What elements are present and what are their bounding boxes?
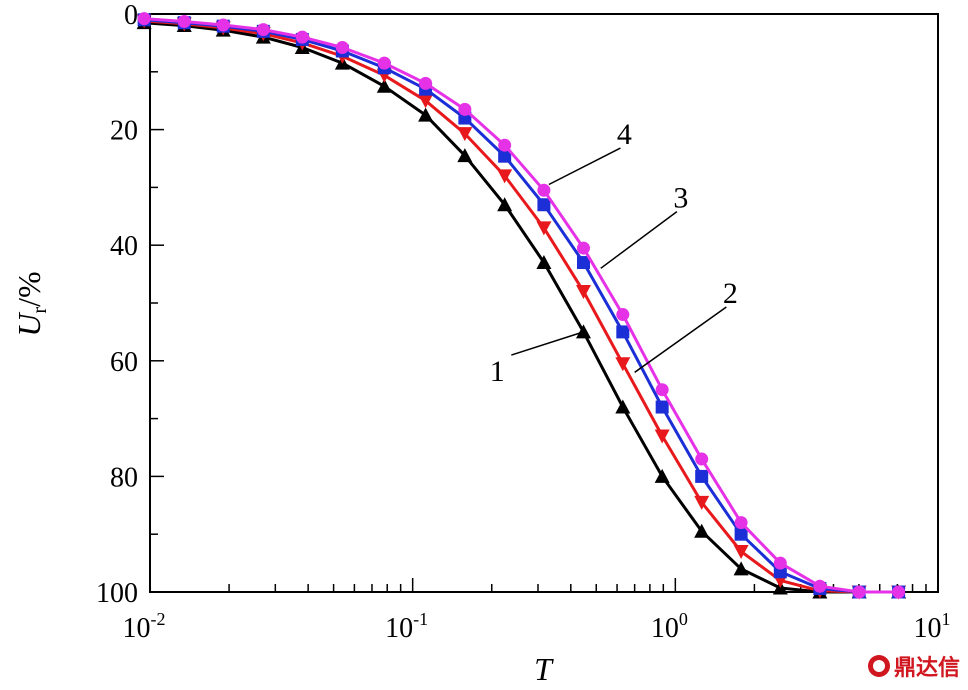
y-tick-label: 20 <box>110 116 138 147</box>
series-line <box>143 18 899 594</box>
data-point <box>734 527 748 541</box>
plot-frame <box>149 13 939 593</box>
data-point <box>537 183 551 197</box>
y-axis: 0 20 40 60 80 100 <box>96 0 164 609</box>
y-tick-label: 60 <box>110 347 138 378</box>
data-point <box>576 241 590 255</box>
series-layer <box>136 12 907 600</box>
data-point <box>537 198 551 212</box>
y-tick-label: 80 <box>110 462 138 493</box>
data-point <box>654 429 670 444</box>
data-point <box>458 102 472 116</box>
watermark-logo-icon <box>867 655 890 677</box>
data-point <box>536 221 552 236</box>
data-point <box>498 149 512 163</box>
x-axis: 10-2 10-1 100 101 <box>123 578 951 644</box>
data-point <box>457 127 473 142</box>
annotations: 1 2 3 4 <box>490 118 738 388</box>
data-point <box>418 94 434 109</box>
y-axis-title: Ur/% <box>11 271 51 336</box>
y-axis-title-tail: /% <box>11 271 47 307</box>
data-point <box>773 556 787 570</box>
data-point <box>419 76 433 90</box>
curve-label: 2 <box>723 277 738 310</box>
data-point <box>852 585 866 599</box>
data-point <box>813 579 827 593</box>
data-point <box>418 107 434 122</box>
y-axis-title-sub: r <box>29 307 51 314</box>
x-tick-label: 10-2 <box>123 609 166 644</box>
y-axis-title-main: U <box>11 312 47 337</box>
x-tick-label: 10-1 <box>385 609 428 644</box>
data-point <box>177 15 191 29</box>
data-point <box>655 383 669 397</box>
data-point <box>497 169 513 184</box>
curve-label: 3 <box>673 182 688 215</box>
data-point <box>695 469 709 483</box>
y-tick-label: 100 <box>96 578 138 609</box>
series-line <box>143 19 899 594</box>
annotation-leader <box>548 147 621 186</box>
data-point <box>498 138 512 152</box>
data-point <box>576 256 590 270</box>
curve-label: 4 <box>617 118 632 151</box>
annotation-leader <box>634 306 727 373</box>
series-4 <box>137 12 906 599</box>
y-tick-label: 40 <box>110 231 138 262</box>
data-point <box>733 545 749 560</box>
data-point <box>615 399 631 414</box>
data-point <box>575 324 591 339</box>
data-point <box>655 400 669 414</box>
annotation-leader <box>511 331 584 356</box>
watermark: 鼎达信 <box>867 650 960 682</box>
data-point <box>457 148 473 163</box>
series-line <box>143 17 899 594</box>
data-point <box>497 197 513 212</box>
data-point <box>733 561 749 576</box>
data-point <box>654 468 670 483</box>
watermark-text: 鼎达信 <box>893 656 960 681</box>
series-3 <box>137 13 906 599</box>
plot-area <box>149 13 939 593</box>
x-tick-label: 101 <box>914 609 951 644</box>
data-point <box>575 284 591 299</box>
annotation-leader <box>600 211 678 269</box>
data-point <box>137 12 151 26</box>
x-axis-title: T <box>534 651 554 687</box>
data-point <box>295 30 309 44</box>
data-point <box>694 495 710 510</box>
data-point <box>256 23 270 37</box>
data-point <box>734 516 748 530</box>
data-point <box>377 56 391 70</box>
x-tick-label: 100 <box>651 609 688 644</box>
series-1 <box>136 15 907 599</box>
y-tick-label: 0 <box>124 0 138 31</box>
data-point <box>695 452 709 466</box>
data-point <box>892 585 906 599</box>
data-point <box>616 308 630 322</box>
data-point <box>694 523 710 538</box>
data-point <box>536 255 552 270</box>
data-point <box>376 78 392 93</box>
data-point <box>335 41 349 55</box>
series-line <box>143 21 899 594</box>
series-2 <box>136 14 907 600</box>
data-point <box>615 357 631 372</box>
data-point <box>216 18 230 32</box>
data-point <box>616 325 630 339</box>
curve-label: 1 <box>490 355 505 388</box>
